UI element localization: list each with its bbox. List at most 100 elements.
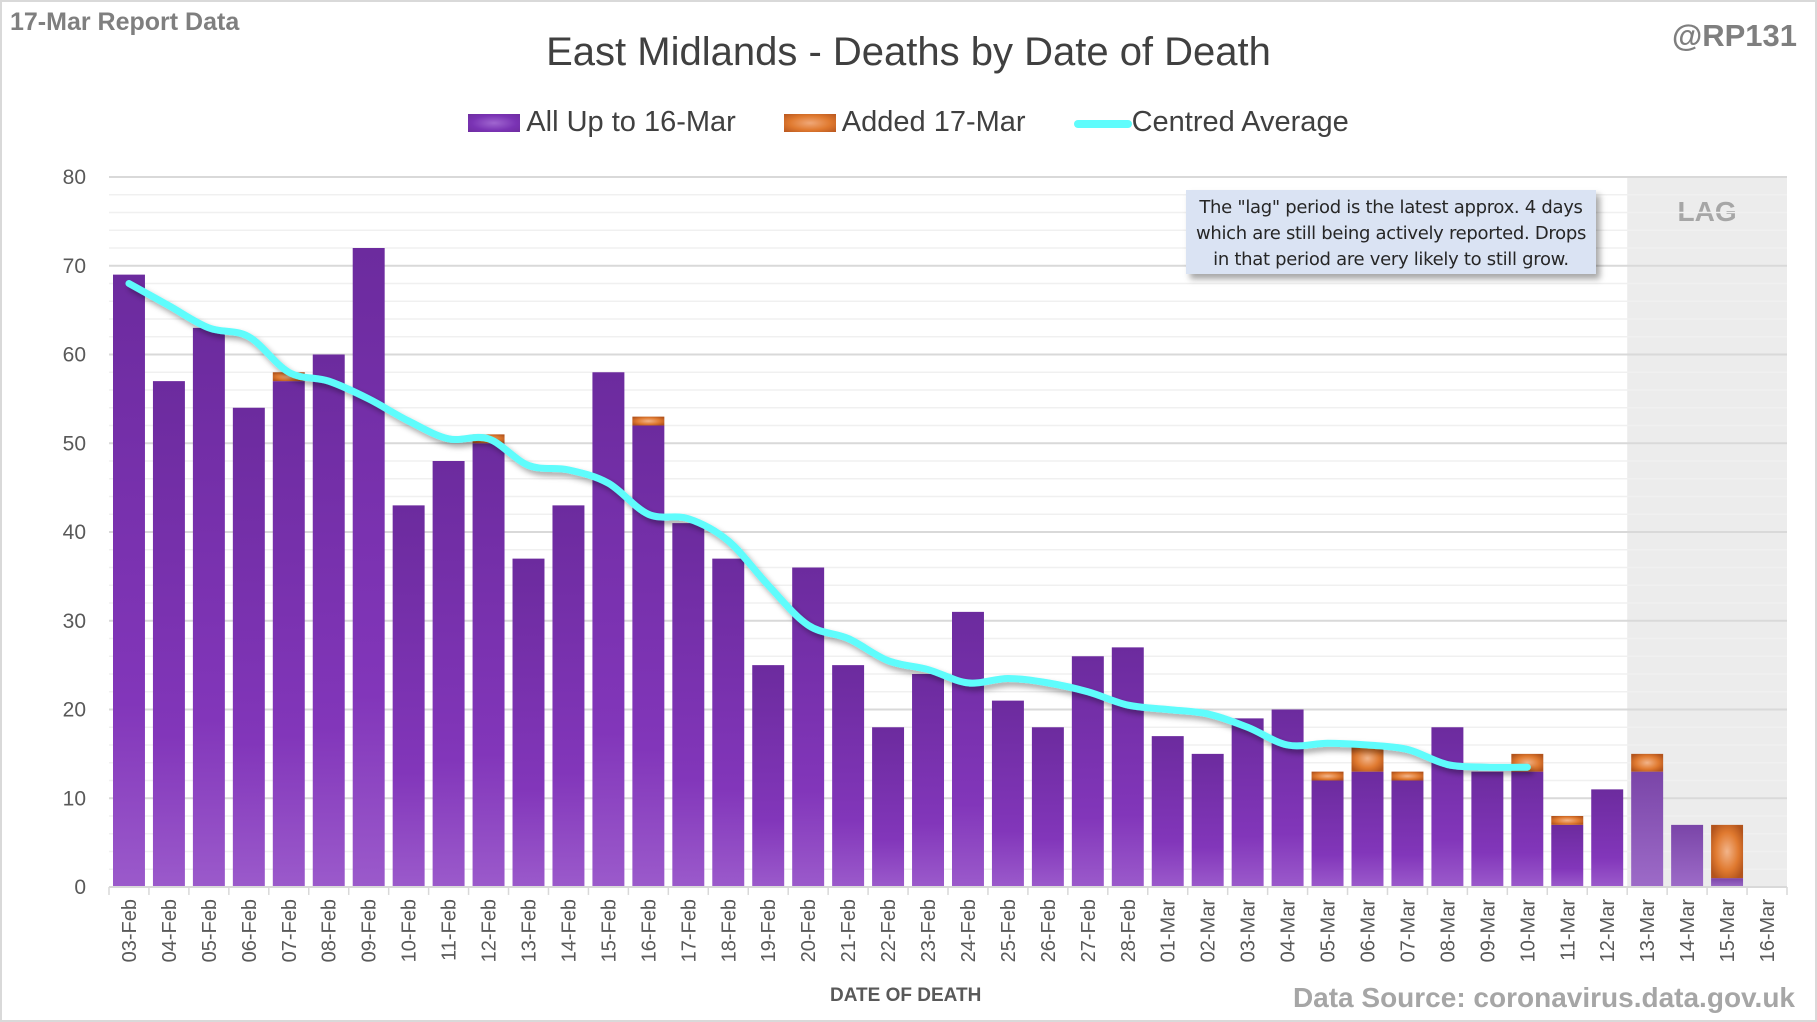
y-tick-label: 0 bbox=[74, 876, 86, 899]
x-tick-label: 12-Feb bbox=[479, 899, 501, 962]
bar-added-17-mar bbox=[1631, 753, 1664, 772]
legend-label: Added 17-Mar bbox=[841, 106, 1026, 138]
legend-item-centred-average: Centred Average bbox=[1073, 106, 1349, 139]
x-tick-label: 27-Feb bbox=[1078, 899, 1100, 962]
author-handle: @RP131 bbox=[1671, 18, 1797, 53]
bar-added-17-mar bbox=[1351, 745, 1384, 772]
bar-added-17-mar bbox=[1391, 771, 1424, 781]
bar-all-up-to-16-mar bbox=[112, 274, 145, 887]
x-tick-label: 11-Mar bbox=[1557, 899, 1579, 961]
annotation-line: The "lag" period is the latest approx. 4… bbox=[1199, 197, 1583, 218]
bar-all-up-to-16-mar bbox=[672, 523, 705, 887]
centred-average-line bbox=[125, 280, 1531, 771]
bar-all-up-to-16-mar bbox=[192, 327, 225, 887]
x-tick-label: 18-Feb bbox=[718, 899, 740, 962]
legend-swatch-line bbox=[1073, 119, 1132, 128]
x-tick-label: 19-Feb bbox=[758, 899, 780, 962]
x-tick-label: 07-Feb bbox=[279, 899, 301, 962]
annotation-line: which are still being actively reported.… bbox=[1195, 223, 1587, 244]
bar-all-up-to-16-mar bbox=[1551, 824, 1584, 887]
legend-label: Centred Average bbox=[1131, 106, 1349, 138]
x-tick-label: 06-Feb bbox=[239, 899, 261, 962]
y-tick-label: 70 bbox=[63, 255, 86, 278]
bar-all-up-to-16-mar bbox=[712, 558, 745, 887]
x-tick-label: 14-Feb bbox=[558, 899, 580, 962]
x-tick-label: 06-Mar bbox=[1358, 899, 1380, 963]
x-tick-label: 13-Feb bbox=[519, 899, 541, 962]
bar-all-up-to-16-mar bbox=[832, 665, 865, 887]
x-tick-label: 11-Feb bbox=[439, 899, 461, 961]
x-tick-label: 03-Mar bbox=[1238, 899, 1260, 963]
bar-all-up-to-16-mar bbox=[272, 381, 305, 887]
x-tick-label: 04-Mar bbox=[1278, 899, 1300, 963]
x-tick-label: 10-Mar bbox=[1517, 899, 1539, 963]
bar-all-up-to-16-mar bbox=[152, 381, 185, 887]
x-tick-label: 01-Mar bbox=[1158, 899, 1180, 963]
bar-all-up-to-16-mar bbox=[1151, 736, 1184, 887]
bar-all-up-to-16-mar bbox=[1391, 780, 1424, 887]
bar-all-up-to-16-mar bbox=[1111, 647, 1144, 887]
data-source: Data Source: coronavirus.data.gov.uk bbox=[1292, 982, 1795, 1013]
legend-item-added-17-mar: Added 17-Mar bbox=[783, 106, 1026, 139]
legend-swatch-purple bbox=[468, 113, 521, 132]
bar-all-up-to-16-mar bbox=[1311, 780, 1344, 887]
x-tick-label: 23-Feb bbox=[918, 899, 940, 962]
x-tick-label: 26-Feb bbox=[1038, 899, 1060, 962]
y-tick-label: 20 bbox=[63, 699, 86, 722]
x-tick-label: 09-Feb bbox=[359, 899, 381, 962]
bar-all-up-to-16-mar bbox=[352, 248, 385, 887]
x-tick-label: 03-Feb bbox=[119, 899, 141, 962]
bar-all-up-to-16-mar bbox=[1591, 789, 1624, 887]
x-tick-label: 07-Mar bbox=[1397, 899, 1419, 963]
bar-all-up-to-16-mar bbox=[1471, 771, 1504, 887]
x-tick-label: 08-Mar bbox=[1437, 899, 1459, 963]
x-tick-label: 08-Feb bbox=[319, 899, 341, 962]
bar-all-up-to-16-mar bbox=[951, 611, 984, 887]
bar-added-17-mar bbox=[1311, 771, 1344, 781]
x-tick-label: 16-Mar bbox=[1757, 899, 1779, 963]
x-tick-label: 22-Feb bbox=[878, 899, 900, 962]
legend-item-all-up-to-16-mar: All Up to 16-Mar bbox=[468, 106, 736, 139]
x-tick-label: 15-Mar bbox=[1717, 899, 1739, 963]
x-tick-label: 09-Mar bbox=[1477, 899, 1499, 963]
y-tick-label: 80 bbox=[63, 166, 86, 189]
bar-all-up-to-16-mar bbox=[1231, 718, 1264, 887]
bar-all-up-to-16-mar bbox=[1671, 824, 1704, 887]
y-tick-label: 40 bbox=[63, 521, 86, 544]
annotation-line: in that period are very likely to still … bbox=[1213, 249, 1569, 270]
bar-all-up-to-16-mar bbox=[1631, 771, 1664, 887]
bar-all-up-to-16-mar bbox=[632, 425, 665, 887]
x-tick-label: 14-Mar bbox=[1677, 899, 1699, 963]
x-axis-title: DATE OF DEATH bbox=[830, 985, 982, 1006]
report-date-label: 17-Mar Report Data bbox=[10, 8, 240, 36]
bar-all-up-to-16-mar bbox=[752, 665, 785, 887]
lag-label: LAG bbox=[1678, 196, 1737, 227]
x-tick-label: 13-Mar bbox=[1637, 899, 1659, 963]
bar-added-17-mar bbox=[1711, 824, 1744, 879]
x-tick-label: 05-Feb bbox=[199, 899, 221, 962]
bar-all-up-to-16-mar bbox=[1031, 727, 1064, 887]
y-tick-label: 10 bbox=[63, 787, 86, 810]
x-tick-label: 10-Feb bbox=[399, 899, 421, 962]
y-tick-label: 30 bbox=[63, 610, 86, 633]
y-tick-label: 50 bbox=[63, 432, 86, 455]
bar-all-up-to-16-mar bbox=[991, 700, 1024, 887]
bar-all-up-to-16-mar bbox=[1431, 727, 1464, 887]
bar-all-up-to-16-mar bbox=[592, 372, 625, 887]
y-tick-label: 60 bbox=[63, 344, 86, 367]
legend: All Up to 16-Mar Added 17-Mar Centred Av… bbox=[0, 106, 1817, 139]
x-tick-label: 28-Feb bbox=[1118, 899, 1140, 962]
x-tick-label: 12-Mar bbox=[1597, 899, 1619, 963]
bar-all-up-to-16-mar bbox=[1351, 771, 1384, 887]
bar-added-17-mar bbox=[272, 372, 305, 382]
bar-all-up-to-16-mar bbox=[312, 354, 345, 887]
bar-all-up-to-16-mar bbox=[1271, 709, 1304, 887]
legend-swatch-orange bbox=[783, 113, 836, 132]
x-tick-label: 17-Feb bbox=[678, 899, 700, 962]
bar-all-up-to-16-mar bbox=[872, 727, 905, 887]
x-tick-label: 04-Feb bbox=[159, 899, 181, 962]
chart-title: East Midlands - Deaths by Date of Death bbox=[546, 30, 1271, 74]
x-tick-label: 25-Feb bbox=[998, 899, 1020, 962]
bar-added-17-mar bbox=[1551, 816, 1584, 825]
x-tick-label: 16-Feb bbox=[638, 899, 660, 962]
